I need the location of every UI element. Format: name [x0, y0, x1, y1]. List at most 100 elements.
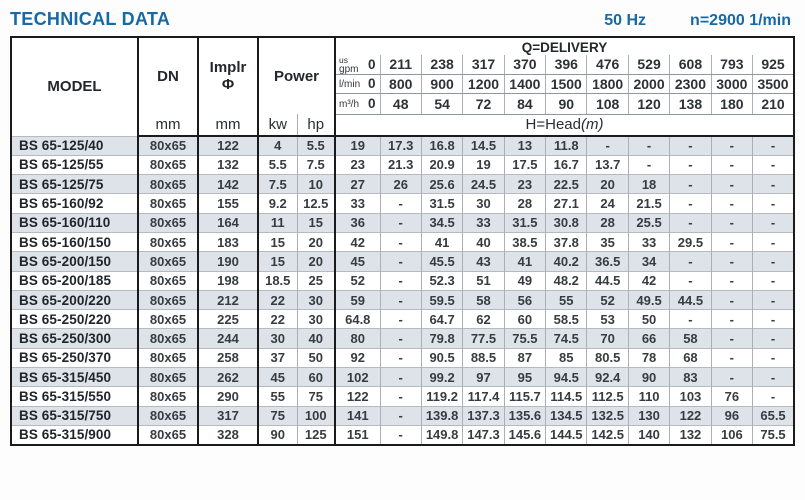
head-value-cell: 130	[628, 405, 671, 426]
dn-cell: 80x65	[138, 251, 199, 272]
head-value-cell: -	[669, 193, 712, 214]
implr-diameter-cell: 328	[198, 424, 259, 445]
head-value-cell: -	[752, 309, 794, 329]
power-hp-cell: 25	[297, 270, 337, 291]
power-hp-cell: 60	[297, 367, 337, 387]
head-value-cell: 38.5	[504, 231, 547, 252]
model-cell: BS 65-250/220	[11, 309, 139, 329]
head-value-cell: -	[628, 154, 671, 175]
delivery-value-cell: 900	[421, 74, 464, 94]
head-value-cell: 58	[462, 289, 505, 310]
kw-unit-label: kw	[258, 114, 298, 137]
head-value-cell: -	[752, 135, 794, 156]
head-value-cell: 149.8	[421, 424, 464, 445]
head-value-cell: 40	[462, 231, 505, 252]
head-value-cell: 43	[462, 251, 505, 272]
head-value-cell: -	[380, 251, 422, 272]
spec-labels: 50 Hz n=2900 1/min	[604, 12, 793, 30]
head-value-cell: -	[752, 231, 794, 252]
head-value-cell: 76	[711, 386, 754, 407]
speed-label: n=2900 1/min	[690, 12, 791, 29]
head-unit-text: (m)	[580, 116, 604, 134]
head-value-cell: 35	[586, 231, 629, 252]
head-value-cell: -	[669, 251, 712, 272]
head-value-cell: -	[711, 251, 754, 272]
delivery-value-cell: 396	[545, 55, 588, 75]
implr-diameter-cell: 155	[198, 193, 259, 214]
delivery-unit-zero-cell: us gpm 0	[335, 55, 381, 75]
power-kw-cell: 18.5	[258, 270, 298, 291]
delivery-value-cell: 120	[628, 93, 671, 115]
head-value-cell: -	[380, 328, 422, 349]
power-kw-cell: 15	[258, 251, 298, 272]
head-value-cell: 36	[335, 212, 381, 233]
head-value-cell: 147.3	[462, 424, 505, 445]
power-kw-cell: 55	[258, 386, 298, 407]
head-value-cell: 20	[586, 174, 629, 194]
head-value-cell: -	[711, 212, 754, 233]
head-value-cell: -	[752, 270, 794, 291]
head-value-cell: 79.8	[421, 328, 464, 349]
head-value-cell: 45.5	[421, 251, 464, 272]
delivery-value-cell: 108	[586, 93, 629, 115]
head-value-cell: -	[752, 174, 794, 194]
head-value-cell: 102	[335, 367, 381, 387]
head-value-cell: -	[380, 347, 422, 368]
head-value-cell: -	[669, 135, 712, 156]
header-row-usgpm: us gpm 0 211 238 317 370 396 476 529 608 793 925	[11, 55, 794, 75]
delivery-value-cell: 925	[752, 55, 794, 75]
head-value-cell: 90.5	[421, 347, 464, 368]
head-section-title: H=Head(m)	[335, 114, 794, 137]
head-value-cell: 65.5	[752, 405, 794, 426]
head-value-cell: 51	[462, 270, 505, 291]
head-value-cell: 25.5	[628, 212, 671, 233]
delivery-value-cell: 2000	[628, 74, 671, 94]
power-hp-cell: 20	[297, 251, 337, 272]
implr-diameter-cell: 317	[198, 405, 259, 426]
dn-cell: 80x65	[138, 347, 199, 368]
table-header: MODEL DN Implr Φ Power Q=DELIVERY us gpm 0…	[11, 37, 794, 137]
model-cell: BS 65-160/110	[11, 212, 139, 233]
implr-diameter-cell: 183	[198, 231, 259, 252]
dn-cell: 80x65	[138, 424, 199, 445]
head-value-cell: -	[711, 347, 754, 368]
head-value-cell: 144.5	[545, 424, 588, 445]
model-cell: BS 65-250/370	[11, 347, 139, 368]
head-value-cell: 110	[628, 386, 671, 407]
implr-diameter-cell: 164	[198, 212, 259, 233]
delivery-value-cell: 1800	[586, 74, 629, 94]
head-value-cell: 94.5	[545, 367, 588, 387]
head-value-cell: 90	[628, 367, 671, 387]
head-value-cell: -	[380, 309, 422, 329]
power-kw-cell: 5.5	[258, 154, 298, 175]
table-row: BS 65-315/750 80x65 317 75 100 141-139.8 137.3…	[11, 405, 794, 426]
head-value-cell: 18	[628, 174, 671, 194]
implr-diameter-cell: 198	[198, 270, 259, 291]
model-cell: BS 65-200/220	[11, 289, 139, 310]
model-cell: BS 65-315/550	[11, 386, 139, 407]
head-value-cell: 21.5	[628, 193, 671, 214]
head-value-cell: 20.9	[421, 154, 464, 175]
head-value-cell: 55	[545, 289, 588, 310]
head-value-cell: 27.1	[545, 193, 588, 214]
power-hp-cell: 75	[297, 386, 337, 407]
head-value-cell: 48.2	[545, 270, 588, 291]
implr-diameter-cell: 262	[198, 367, 259, 387]
technical-data-table: MODEL DN Implr Φ Power Q=DELIVERY us gpm 0…	[10, 36, 795, 446]
head-value-cell: 33	[462, 212, 505, 233]
head-value-cell: 19	[335, 135, 381, 156]
implr-diameter-cell: 122	[198, 135, 259, 156]
head-value-cell: 53	[586, 309, 629, 329]
header-subunit-row: mm mm kw hp H=Head(m)	[11, 114, 794, 137]
head-value-cell: -	[380, 367, 422, 387]
head-value-cell: -	[380, 212, 422, 233]
head-value-cell: 60	[504, 309, 547, 329]
power-hp-cell: 30	[297, 309, 337, 329]
head-value-cell: 16.8	[421, 135, 464, 156]
head-value-cell: -	[752, 367, 794, 387]
table-row: BS 65-160/110 80x65 164 11 15 36-34.5 33 31.5 30…	[11, 212, 794, 233]
implr-unit-label: mm	[198, 114, 259, 137]
table-row: BS 65-250/370 80x65 258 37 50 92-90.5 88.5 87 85…	[11, 347, 794, 368]
model-cell: BS 65-200/150	[11, 251, 139, 272]
head-value-cell: 77.5	[462, 328, 505, 349]
